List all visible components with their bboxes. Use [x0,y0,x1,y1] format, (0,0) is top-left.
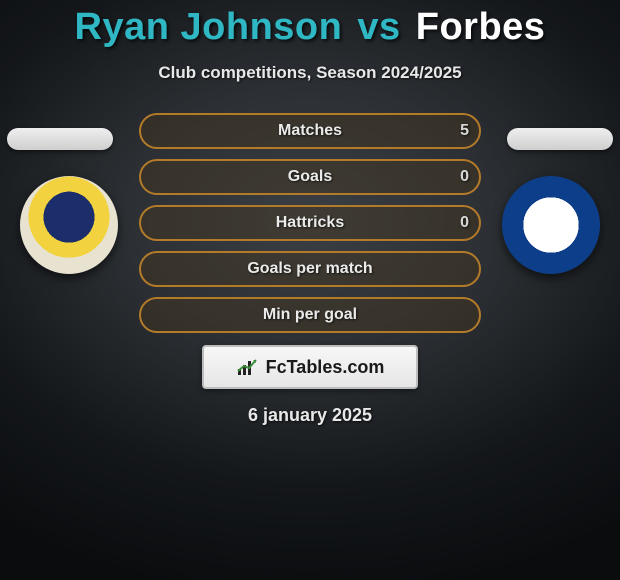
stats-list: Matches 5 Goals 0 Hattricks 0 Goals per … [139,113,481,333]
stockport-county-crest [20,176,118,274]
stat-row: Matches 5 [139,113,481,149]
vs-text: vs [357,6,400,48]
brand-text: FcTables.com [266,357,385,378]
stat-row: Goals per match [139,251,481,287]
page-title: Ryan Johnson vs Forbes [0,0,620,49]
player1-pill [7,128,113,150]
stat-row: Hattricks 0 [139,205,481,241]
player2-pill [507,128,613,150]
stat-label: Hattricks [276,214,344,232]
stat-label: Goals per match [247,260,372,278]
stat-label: Matches [278,122,342,140]
stat-label: Goals [288,168,332,186]
subtitle: Club competitions, Season 2024/2025 [0,63,620,83]
chart-icon [236,357,260,377]
stat-row: Min per goal [139,297,481,333]
bristol-rovers-crest [502,176,600,274]
stat-label: Min per goal [263,306,357,324]
player2-name: Forbes [416,6,546,48]
player1-name: Ryan Johnson [75,6,343,48]
stat-right-value: 0 [460,161,469,193]
brand-badge: FcTables.com [202,345,418,389]
date-text: 6 january 2025 [0,405,620,426]
stat-right-value: 5 [460,115,469,147]
stat-right-value: 0 [460,207,469,239]
stat-row: Goals 0 [139,159,481,195]
